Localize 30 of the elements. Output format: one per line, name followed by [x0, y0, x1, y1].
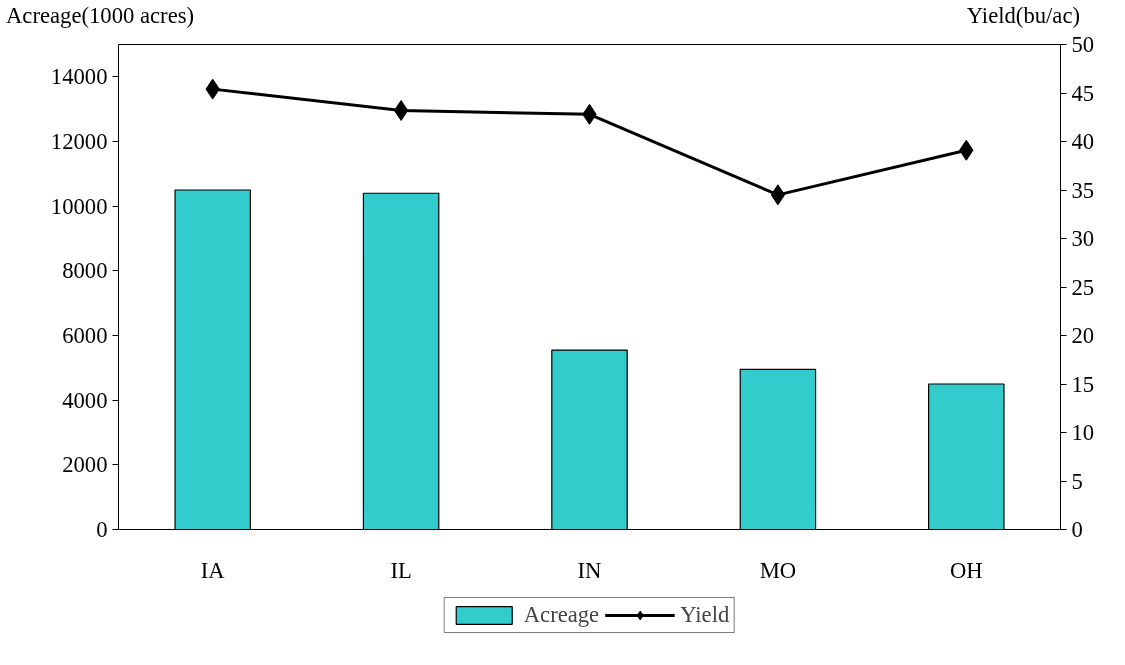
y-tick-label: 8000: [62, 258, 108, 284]
x-tick-label: MO: [759, 557, 797, 583]
y-tick-label: 14000: [50, 64, 108, 90]
y-axis-title: Acreage(1000 acres): [6, 2, 195, 30]
x-tick-label: IN: [577, 557, 602, 583]
y2-tick-label: 0: [1071, 517, 1083, 542]
x-tick-label: IL: [390, 557, 412, 583]
y2-axis-title: Yield(bu/ac): [966, 2, 1080, 30]
y-tick-label: 12000: [50, 129, 108, 154]
y-tick-label: 0: [96, 517, 108, 542]
y2-tick-label: 20: [1071, 323, 1095, 348]
legend-label: Acreage: [523, 602, 600, 628]
y2-tick-label: 45: [1071, 80, 1095, 106]
x-tick-label: IA: [200, 557, 226, 583]
y2-tick-label: 5: [1071, 468, 1083, 494]
legend-label: Yield: [680, 602, 730, 628]
y2-tick-label: 40: [1071, 129, 1095, 154]
point: [393, 99, 409, 121]
point: [770, 184, 786, 206]
y2-tick-label: 50: [1071, 32, 1095, 57]
x-tick-label: OH: [949, 557, 983, 583]
y2-tick-label: 15: [1071, 371, 1095, 397]
y-tick-label: 6000: [62, 323, 108, 348]
y2-tick-label: 30: [1071, 226, 1095, 251]
y-tick-label: 2000: [62, 452, 108, 478]
y-tick-label: 4000: [62, 387, 108, 413]
y2-tick-label: 35: [1071, 177, 1095, 203]
y-tick-label: 10000: [50, 193, 108, 219]
y2-tick-label: 10: [1071, 420, 1095, 445]
y2-tick-label: 25: [1071, 274, 1095, 300]
